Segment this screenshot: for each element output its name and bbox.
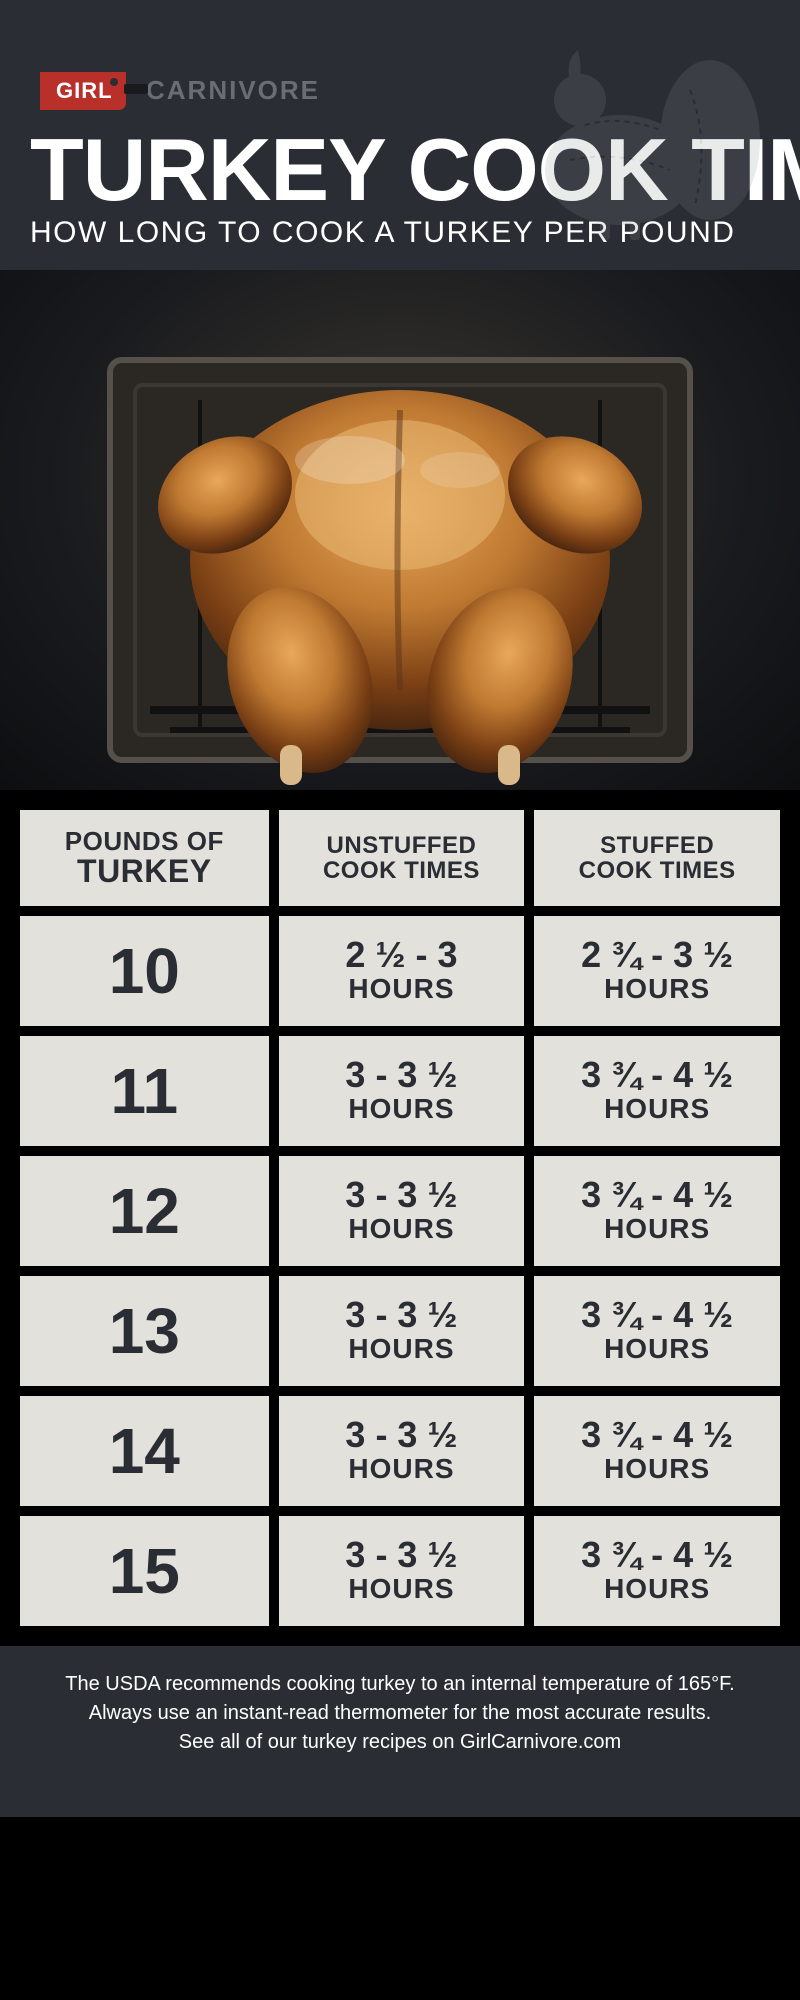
time-unit: HOURS <box>542 1333 772 1365</box>
table-row: 102 ½ - 3HOURS2 ¾ - 3 ½HOURS <box>20 916 780 1026</box>
header: GIRL CARNIVORE TURKEY COOK TIME HOW LONG… <box>0 0 800 270</box>
time-unit: HOURS <box>542 1573 772 1605</box>
time-value: 3 ¾ - 4 ½ <box>542 1057 772 1093</box>
cleaver-icon: GIRL <box>38 60 148 120</box>
time-value: 3 - 3 ½ <box>287 1537 517 1573</box>
logo-word-carnivore: CARNIVORE <box>146 75 320 106</box>
pounds-cell: 15 <box>20 1516 269 1626</box>
time-value: 3 ¾ - 4 ½ <box>542 1177 772 1213</box>
time-value: 3 - 3 ½ <box>287 1417 517 1453</box>
infographic-page: GIRL CARNIVORE TURKEY COOK TIME HOW LONG… <box>0 0 800 1817</box>
time-unit: HOURS <box>287 1093 517 1125</box>
footer-notes: The USDA recommends cooking turkey to an… <box>0 1646 800 1817</box>
time-value: 2 ½ - 3 <box>287 937 517 973</box>
time-unit: HOURS <box>287 1453 517 1485</box>
time-unit: HOURS <box>287 1333 517 1365</box>
stuffed-cell: 3 ¾ - 4 ½HOURS <box>534 1396 780 1506</box>
unstuffed-cell: 2 ½ - 3HOURS <box>279 916 525 1026</box>
logo-word-girl: GIRL <box>56 78 113 104</box>
hero-image <box>0 270 800 790</box>
time-unit: HOURS <box>542 973 772 1005</box>
pounds-cell: 12 <box>20 1156 269 1266</box>
time-value: 3 - 3 ½ <box>287 1177 517 1213</box>
unstuffed-cell: 3 - 3 ½HOURS <box>279 1396 525 1506</box>
time-value: 3 - 3 ½ <box>287 1057 517 1093</box>
col-unstuffed: UNSTUFFED COOK TIMES <box>279 810 525 907</box>
stuffed-cell: 3 ¾ - 4 ½HOURS <box>534 1156 780 1266</box>
footer-line-1: The USDA recommends cooking turkey to an… <box>20 1670 780 1699</box>
time-value: 2 ¾ - 3 ½ <box>542 937 772 973</box>
stuffed-cell: 2 ¾ - 3 ½HOURS <box>534 916 780 1026</box>
footer-line-2: Always use an instant-read thermometer f… <box>20 1699 780 1728</box>
pounds-cell: 14 <box>20 1396 269 1506</box>
table-row: 113 - 3 ½HOURS3 ¾ - 4 ½HOURS <box>20 1036 780 1146</box>
pounds-cell: 11 <box>20 1036 269 1146</box>
time-value: 3 ¾ - 4 ½ <box>542 1297 772 1333</box>
time-unit: HOURS <box>287 973 517 1005</box>
table-row: 123 - 3 ½HOURS3 ¾ - 4 ½HOURS <box>20 1156 780 1266</box>
time-value: 3 ¾ - 4 ½ <box>542 1537 772 1573</box>
time-value: 3 ¾ - 4 ½ <box>542 1417 772 1453</box>
pounds-cell: 13 <box>20 1276 269 1386</box>
turkey-outline-icon <box>510 30 770 250</box>
cook-time-table-wrap: POUNDS OF TURKEY UNSTUFFED COOK TIMES ST… <box>0 790 800 1647</box>
time-unit: HOURS <box>287 1213 517 1245</box>
table-row: 133 - 3 ½HOURS3 ¾ - 4 ½HOURS <box>20 1276 780 1386</box>
time-unit: HOURS <box>287 1573 517 1605</box>
unstuffed-cell: 3 - 3 ½HOURS <box>279 1156 525 1266</box>
time-value: 3 - 3 ½ <box>287 1297 517 1333</box>
col-stuffed: STUFFED COOK TIMES <box>534 810 780 907</box>
unstuffed-cell: 3 - 3 ½HOURS <box>279 1276 525 1386</box>
table-row: 153 - 3 ½HOURS3 ¾ - 4 ½HOURS <box>20 1516 780 1626</box>
time-unit: HOURS <box>542 1093 772 1125</box>
time-unit: HOURS <box>542 1453 772 1485</box>
cook-time-table: POUNDS OF TURKEY UNSTUFFED COOK TIMES ST… <box>10 800 790 1637</box>
stuffed-cell: 3 ¾ - 4 ½HOURS <box>534 1276 780 1386</box>
table-header-row: POUNDS OF TURKEY UNSTUFFED COOK TIMES ST… <box>20 810 780 907</box>
col-pounds: POUNDS OF TURKEY <box>20 810 269 907</box>
table-row: 143 - 3 ½HOURS3 ¾ - 4 ½HOURS <box>20 1396 780 1506</box>
stuffed-cell: 3 ¾ - 4 ½HOURS <box>534 1516 780 1626</box>
footer-line-3: See all of our turkey recipes on GirlCar… <box>20 1728 780 1757</box>
unstuffed-cell: 3 - 3 ½HOURS <box>279 1036 525 1146</box>
unstuffed-cell: 3 - 3 ½HOURS <box>279 1516 525 1626</box>
stuffed-cell: 3 ¾ - 4 ½HOURS <box>534 1036 780 1146</box>
pounds-cell: 10 <box>20 916 269 1026</box>
time-unit: HOURS <box>542 1213 772 1245</box>
